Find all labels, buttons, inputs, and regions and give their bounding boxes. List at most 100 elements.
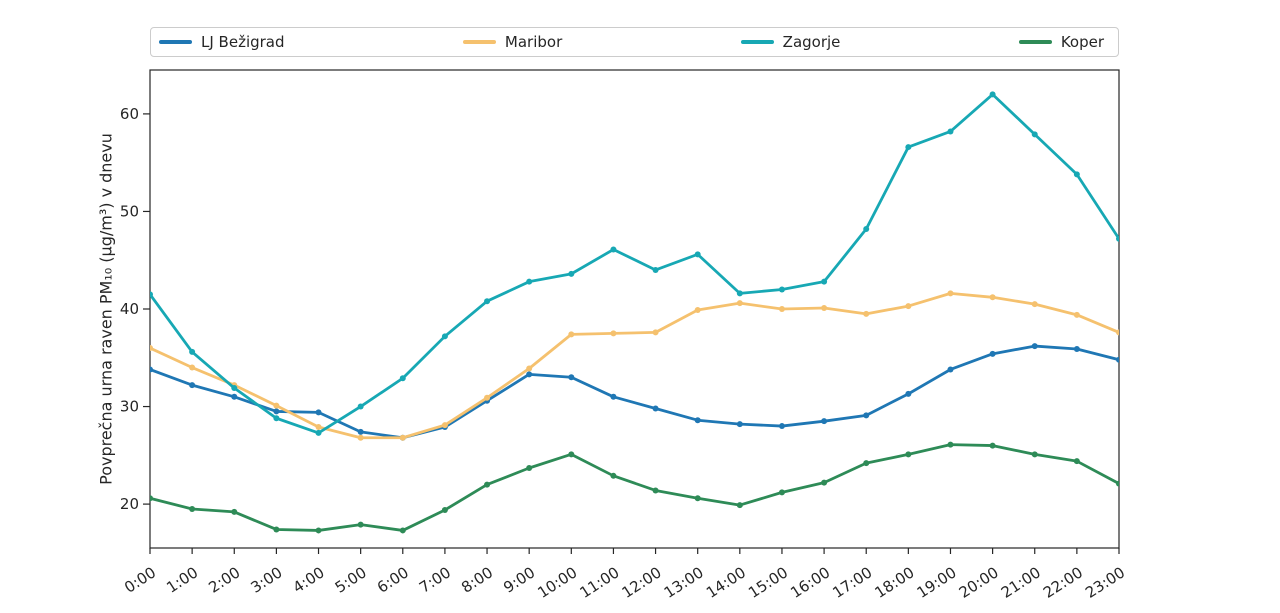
- data-point-marker: [610, 246, 617, 253]
- data-point-marker: [150, 495, 153, 502]
- series-line-LJ Bežigrad: [150, 344, 1119, 440]
- data-point-marker: [357, 428, 364, 435]
- data-point-marker: [189, 348, 196, 355]
- data-point-marker: [526, 278, 533, 285]
- data-point-marker: [1031, 451, 1038, 458]
- data-point-marker: [863, 226, 870, 233]
- data-point-marker: [441, 506, 448, 513]
- data-point-marker: [694, 251, 701, 258]
- plot-frame: [149, 69, 1120, 549]
- legend-label: LJ Bežigrad: [201, 32, 285, 51]
- y-tick-label: 60: [120, 105, 139, 123]
- x-tick-label: 14:00: [703, 563, 749, 602]
- legend-line-swatch-icon: [462, 40, 496, 44]
- data-point-marker: [652, 329, 659, 336]
- data-point-marker: [526, 371, 533, 378]
- data-point-marker: [1116, 235, 1119, 242]
- data-point-marker: [652, 487, 659, 494]
- data-point-marker: [1116, 356, 1119, 363]
- legend-line-swatch-icon: [1018, 40, 1052, 44]
- data-point-marker: [778, 306, 785, 312]
- x-tick-label: 11:00: [577, 563, 623, 602]
- data-point-marker: [610, 472, 617, 479]
- data-point-marker: [905, 144, 912, 151]
- data-point-marker: [821, 278, 828, 285]
- data-point-marker: [863, 310, 870, 317]
- data-point-marker: [484, 298, 491, 305]
- data-point-marker: [357, 403, 364, 410]
- data-point-marker: [273, 415, 280, 422]
- data-point-marker: [947, 441, 954, 448]
- x-tick-label: 1:00: [163, 563, 201, 596]
- data-point-marker: [905, 451, 912, 458]
- data-point-marker: [357, 521, 364, 528]
- data-point-marker: [989, 91, 996, 98]
- data-point-marker: [989, 294, 996, 301]
- data-point-marker: [273, 408, 280, 415]
- data-point-marker: [189, 505, 196, 512]
- x-tick-label: 5:00: [332, 563, 370, 596]
- legend-item-lj-bezigrad: LJ Bežigrad: [159, 32, 285, 51]
- legend-item-koper: Koper: [1018, 32, 1104, 51]
- series-line-Maribor: [150, 291, 1119, 440]
- data-point-marker: [231, 508, 238, 515]
- data-point-marker: [652, 266, 659, 273]
- data-point-marker: [989, 350, 996, 357]
- x-tick-label: 19:00: [914, 563, 960, 602]
- data-point-marker: [947, 366, 954, 373]
- data-point-marker: [736, 290, 743, 297]
- data-point-marker: [231, 385, 238, 392]
- x-tick-label: 13:00: [661, 563, 707, 602]
- y-tick-label: 40: [120, 300, 139, 318]
- x-tick-label: 15:00: [745, 563, 791, 602]
- data-point-marker: [1073, 345, 1080, 352]
- data-point-marker: [441, 422, 448, 429]
- data-point-marker: [778, 423, 785, 430]
- data-point-marker: [315, 409, 322, 416]
- legend-label: Maribor: [504, 32, 563, 51]
- data-point-marker: [526, 465, 533, 472]
- data-point-marker: [736, 421, 743, 428]
- data-point-marker: [905, 390, 912, 397]
- x-tick-label: 3:00: [248, 563, 286, 596]
- data-point-marker: [736, 502, 743, 509]
- data-point-marker: [694, 306, 701, 313]
- legend: LJ Bežigrad Maribor Zagorje Koper: [150, 27, 1119, 57]
- x-tick-label: 16:00: [787, 563, 833, 602]
- x-tick-label: 7:00: [416, 563, 454, 596]
- data-point-marker: [821, 479, 828, 486]
- x-tick-label: 12:00: [619, 563, 665, 602]
- x-tick-label: 22:00: [1040, 563, 1086, 602]
- x-tick-label: 10:00: [534, 563, 580, 602]
- data-point-marker: [399, 375, 406, 382]
- data-point-marker: [989, 442, 996, 449]
- legend-line-swatch-icon: [740, 40, 774, 44]
- data-point-marker: [694, 495, 701, 502]
- data-point-marker: [1073, 171, 1080, 178]
- legend-item-maribor: Maribor: [462, 32, 563, 51]
- x-tick-label: 9:00: [500, 563, 538, 596]
- data-point-marker: [357, 434, 364, 441]
- data-point-marker: [1031, 131, 1038, 138]
- x-tick-label: 2:00: [205, 563, 243, 596]
- data-point-marker: [568, 374, 575, 381]
- x-tick-label: 0:00: [121, 563, 159, 596]
- data-point-marker: [863, 412, 870, 419]
- series-line-Zagorje: [150, 92, 1119, 435]
- x-tick-label: 21:00: [998, 563, 1044, 602]
- legend-label: Koper: [1060, 32, 1104, 51]
- y-tick-label: 30: [120, 398, 139, 416]
- data-point-marker: [568, 331, 575, 338]
- data-point-marker: [150, 345, 153, 352]
- data-point-marker: [273, 402, 280, 409]
- data-point-marker: [1031, 301, 1038, 308]
- data-point-marker: [778, 286, 785, 293]
- data-point-marker: [315, 429, 322, 436]
- data-point-marker: [399, 434, 406, 441]
- x-tick-label: 23:00: [1082, 563, 1128, 602]
- x-tick-label: 17:00: [829, 563, 875, 602]
- data-point-marker: [568, 270, 575, 277]
- data-point-marker: [484, 481, 491, 488]
- data-point-marker: [315, 424, 322, 431]
